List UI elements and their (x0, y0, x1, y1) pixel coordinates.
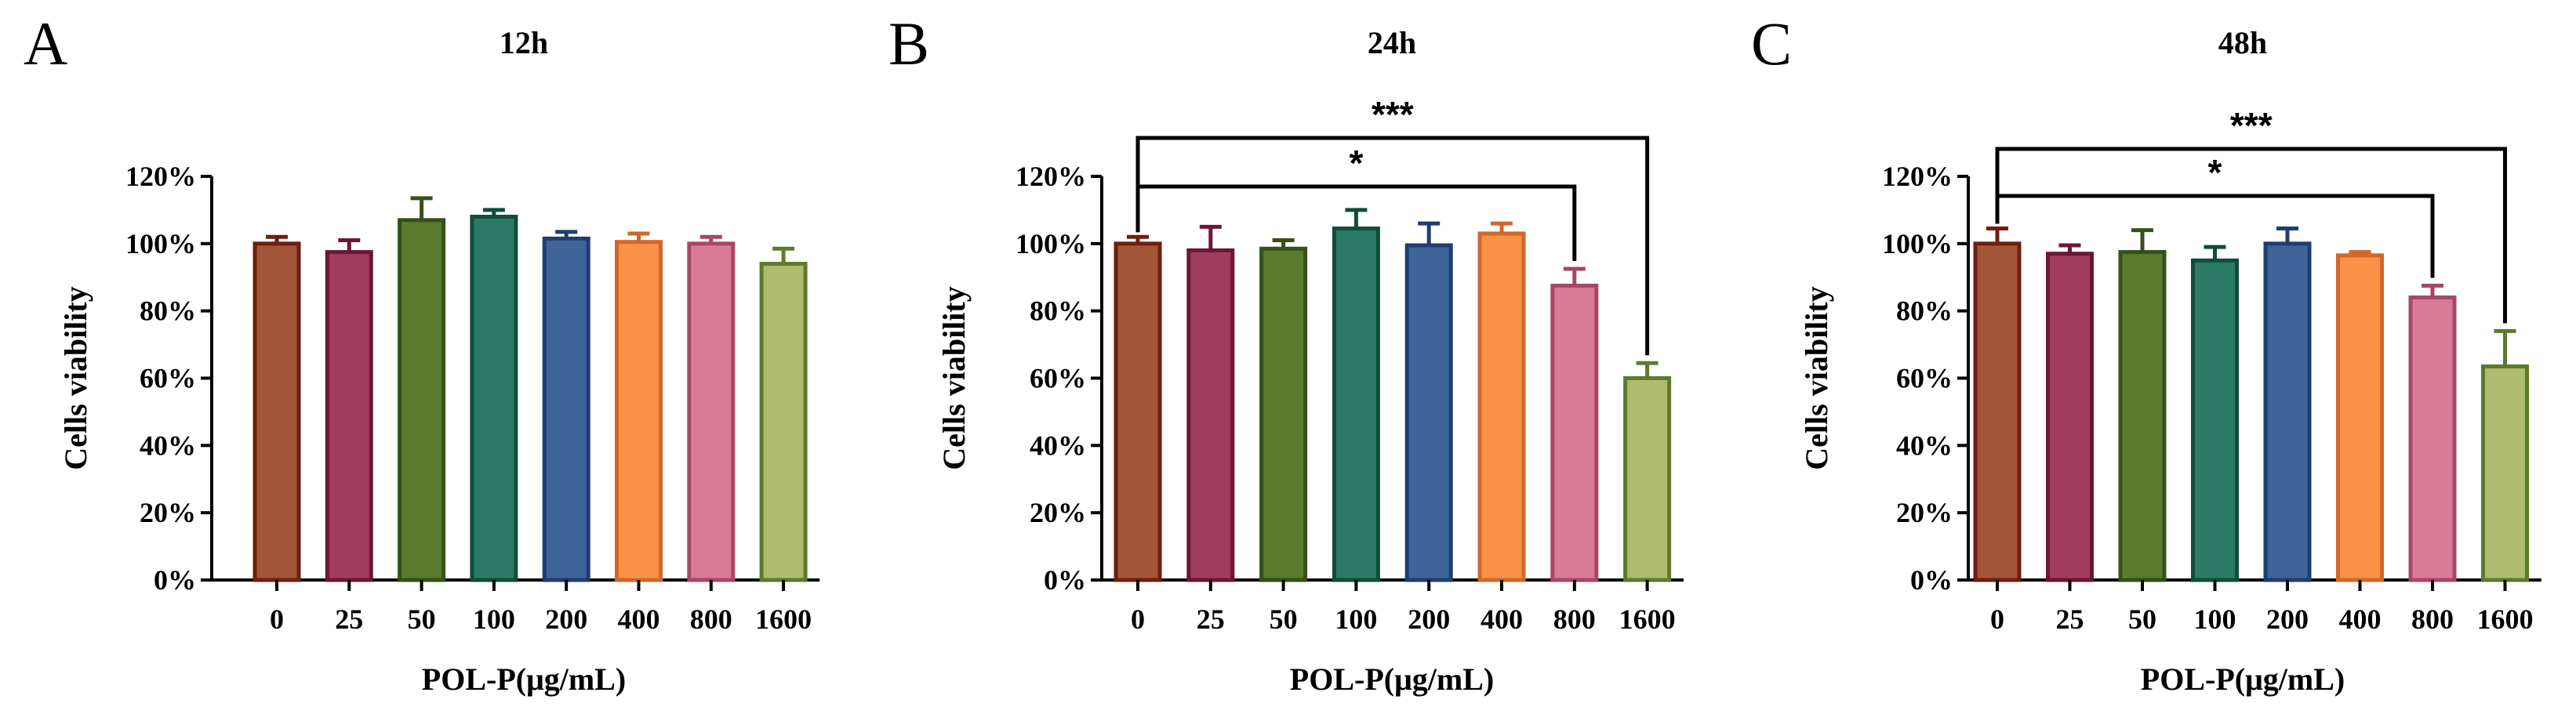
bar (2191, 258, 2239, 582)
y-tick-label: 40% (140, 430, 196, 461)
y-tick-label: 100% (125, 228, 196, 259)
x-tick-label: 200 (1408, 604, 1450, 635)
x-tick-label: 200 (2266, 604, 2309, 635)
y-axis-label: Cells viability (936, 286, 972, 469)
bar (325, 250, 373, 582)
significance-label: *** (2230, 105, 2273, 146)
bar (1623, 376, 1672, 582)
y-tick-label: 80% (1896, 295, 1953, 327)
x-tick-label: 0 (1131, 604, 1145, 635)
x-tick-label: 25 (2056, 604, 2084, 635)
y-tick-label: 100% (1882, 228, 1953, 259)
y-tick-label: 40% (1030, 430, 1086, 461)
bar (2118, 250, 2167, 582)
x-tick-label: 50 (2128, 604, 2156, 635)
bar (2046, 252, 2094, 582)
y-tick-label: 0% (1044, 564, 1086, 596)
x-tick-label: 800 (2411, 604, 2454, 635)
y-tick-label: 40% (1896, 430, 1953, 461)
x-tick-label: 200 (545, 604, 587, 635)
x-tick-label: 400 (618, 604, 660, 635)
x-tick-label: 50 (1270, 604, 1298, 635)
x-tick-label: 50 (408, 604, 436, 635)
y-tick-label: 120% (1016, 161, 1086, 192)
x-tick-label: 800 (690, 604, 732, 635)
x-tick-label: 400 (1481, 604, 1523, 635)
bar (2336, 253, 2384, 582)
bar (1259, 246, 1308, 582)
x-axis-label: POL-P(μg/mL) (422, 662, 626, 697)
bar (759, 262, 808, 582)
bar (1114, 241, 1162, 582)
chart-title: 12h (500, 25, 548, 60)
y-tick-label: 60% (1896, 363, 1953, 394)
bar (615, 240, 663, 582)
y-tick-label: 20% (1896, 497, 1953, 528)
bar (2481, 364, 2529, 582)
bar (470, 215, 518, 582)
bar (542, 236, 590, 582)
bar (398, 218, 446, 582)
x-tick-label: 25 (335, 604, 363, 635)
y-tick-label: 120% (1882, 161, 1953, 192)
significance-label: * (1349, 143, 1363, 183)
y-tick-label: 100% (1016, 228, 1086, 259)
y-tick-label: 60% (140, 363, 196, 394)
panel-letter: C (1751, 9, 1792, 78)
bar (2408, 295, 2457, 582)
y-tick-label: 0% (1910, 564, 1953, 596)
x-axis-label: POL-P(μg/mL) (1290, 662, 1494, 697)
x-tick-label: 100 (2194, 604, 2236, 635)
chart-title: 48h (2218, 25, 2267, 60)
chart-title: 24h (1368, 25, 1416, 60)
y-axis-label: Cells viability (58, 286, 93, 469)
significance-bracket (1995, 147, 2507, 324)
x-tick-label: 100 (1335, 604, 1377, 635)
bar (1477, 231, 1526, 582)
x-tick-label: 1600 (2477, 604, 2534, 635)
panel-letter: B (888, 9, 929, 78)
bar (1404, 243, 1453, 582)
bar (2263, 241, 2312, 582)
x-tick-label: 0 (1990, 604, 2004, 635)
y-tick-label: 80% (140, 295, 196, 327)
bar (253, 241, 301, 582)
significance-bracket (1135, 136, 1650, 356)
y-tick-label: 120% (125, 161, 196, 192)
bar (1973, 241, 2022, 582)
panel-letter: A (24, 9, 67, 78)
x-axis-label: POL-P(μg/mL) (2141, 662, 2345, 697)
bar (1186, 248, 1235, 582)
y-tick-label: 60% (1030, 363, 1086, 394)
significance-label: * (2208, 152, 2222, 193)
x-tick-label: 800 (1553, 604, 1596, 635)
x-tick-label: 100 (473, 604, 515, 635)
x-tick-label: 25 (1197, 604, 1225, 635)
bar (1550, 283, 1599, 582)
y-tick-label: 80% (1030, 295, 1086, 327)
x-tick-label: 1600 (1619, 604, 1676, 635)
y-tick-label: 20% (1030, 497, 1086, 528)
x-tick-label: 0 (270, 604, 284, 635)
bar (1332, 227, 1380, 582)
significance-label: *** (1372, 94, 1414, 135)
y-axis-label: Cells viability (1799, 286, 1834, 469)
x-tick-label: 400 (2339, 604, 2382, 635)
bar (687, 241, 736, 582)
y-tick-label: 20% (140, 497, 196, 528)
y-tick-label: 0% (154, 564, 196, 596)
x-tick-label: 1600 (755, 604, 812, 635)
